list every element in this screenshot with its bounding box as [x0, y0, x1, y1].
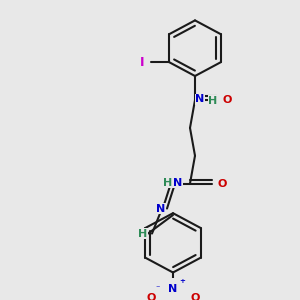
Text: N: N	[173, 178, 183, 188]
Text: N: N	[195, 94, 205, 104]
Text: O: O	[190, 293, 200, 300]
Text: N: N	[168, 284, 178, 294]
Text: H: H	[208, 96, 217, 106]
Text: +: +	[179, 278, 185, 284]
Text: H: H	[164, 178, 172, 188]
Text: H: H	[138, 229, 148, 238]
Text: N: N	[156, 203, 166, 214]
Text: I: I	[140, 56, 144, 69]
Text: O: O	[217, 178, 227, 188]
Text: ⁻: ⁻	[156, 283, 160, 292]
Text: O: O	[222, 95, 232, 105]
Text: O: O	[146, 293, 156, 300]
